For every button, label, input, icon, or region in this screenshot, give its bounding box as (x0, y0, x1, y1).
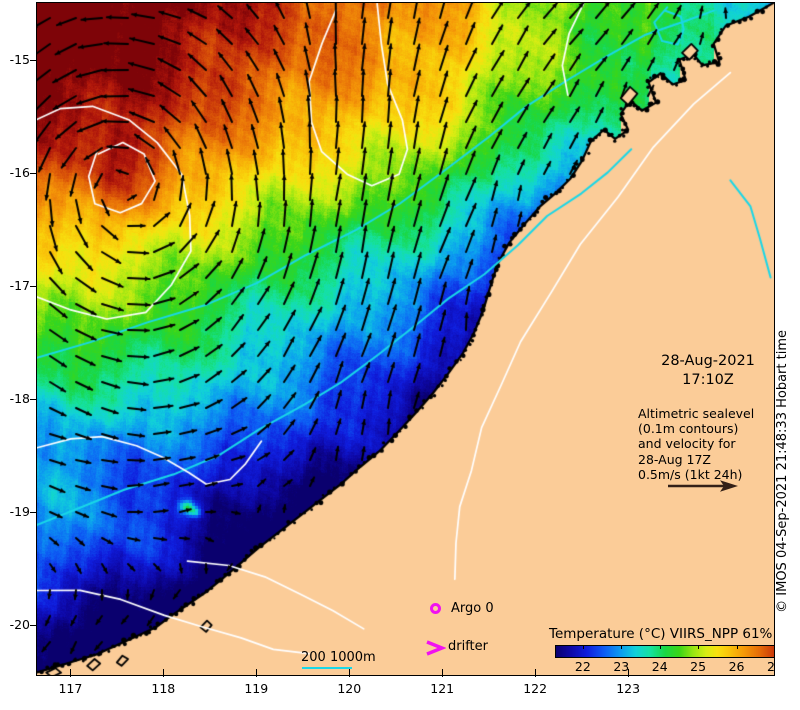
y-tick-label-4: -19 (9, 504, 30, 520)
x-tick-mark (349, 669, 351, 677)
stamp-date: 28-Aug-2021 (661, 353, 755, 369)
bathymetry-legend-line (302, 667, 352, 669)
y-tick-mark (30, 398, 37, 400)
y-tick-label-0: -15 (9, 51, 30, 67)
colorbar-gradient (555, 645, 775, 658)
x-tick-mark (535, 669, 537, 677)
y-tick-label-5: -20 (9, 617, 30, 633)
y-tick-mark (30, 285, 37, 287)
x-tick-mark (442, 669, 444, 677)
info-line-5: 0.5m/s (1kt 24h) (638, 466, 743, 482)
stamp-time: 17:10Z (682, 372, 734, 388)
y-tick-label-3: -18 (9, 390, 30, 406)
drifter-legend-label: drifter (448, 639, 488, 654)
info-line-3: and velocity for (638, 436, 736, 452)
colorbar-tick-label-5: 27 (766, 659, 775, 674)
colorbar-tick-mark (582, 645, 584, 649)
colorbar-tick-label-4: 26 (728, 659, 745, 674)
date-time-stamp: 28-Aug-2021 17:10Z (633, 352, 775, 390)
x-tick-label-5: 122 (523, 681, 548, 696)
y-tick-label-1: -16 (9, 164, 30, 180)
argo-circle-icon (430, 603, 441, 614)
info-line-4: 28-Aug 17Z (638, 451, 711, 467)
y-tick-mark (30, 625, 37, 627)
colorbar-tick-label-0: 22 (574, 659, 591, 674)
colorbar-tick-label-1: 23 (613, 659, 630, 674)
colorbar-tick-mark (621, 645, 623, 649)
velocity-scale-arrow-icon (668, 480, 738, 492)
colorbar-tick-label-3: 25 (690, 659, 707, 674)
info-line-2: (0.1m contours) (638, 421, 739, 437)
bathymetry-legend-label: 200 1000m (301, 650, 376, 665)
colorbar-title: Temperature (°C) VIIRS_NPP 61% ql>=4 (549, 626, 775, 642)
x-tick-label-4: 121 (430, 681, 455, 696)
x-tick-mark (70, 669, 72, 677)
x-tick-label-0: 117 (58, 681, 83, 696)
velocity-vector-layer (36, 2, 775, 676)
y-tick-mark (30, 172, 37, 174)
map-plot-area[interactable]: 28-Aug-2021 17:10Z Altimetric sealevel (… (36, 2, 775, 676)
colorbar-tick-mark (736, 645, 738, 649)
y-tick-mark (30, 59, 37, 61)
y-tick-mark (30, 512, 37, 514)
x-tick-label-6: 123 (616, 681, 641, 696)
x-tick-label-1: 118 (151, 681, 176, 696)
x-tick-mark (256, 669, 258, 677)
colorbar-frame (555, 645, 775, 658)
argo-legend-label: Argo 0 (451, 601, 494, 616)
x-tick-label-3: 120 (337, 681, 362, 696)
drifter-chevron-icon (426, 640, 446, 656)
x-tick-mark (628, 669, 630, 677)
info-line-1: Altimetric sealevel (638, 406, 755, 421)
copyright-text: © IMOS 04-Sep-2021 21:48:33 Hobart time (775, 330, 790, 613)
colorbar-tick-label-2: 24 (651, 659, 668, 674)
colorbar-tick-mark (659, 645, 661, 649)
colorbar-tick-mark (698, 645, 700, 649)
y-tick-label-2: -17 (9, 277, 30, 293)
x-tick-label-2: 119 (244, 681, 269, 696)
info-annotation-block: Altimetric sealevel (0.1m contours) and … (638, 406, 775, 482)
x-tick-mark (163, 669, 165, 677)
